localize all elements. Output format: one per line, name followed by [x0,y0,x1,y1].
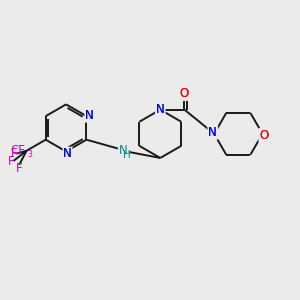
Text: F: F [11,147,17,160]
Text: N: N [85,109,94,122]
Text: CF: CF [10,144,25,157]
Text: 3: 3 [27,150,32,159]
Text: N: N [85,109,94,122]
Text: H: H [123,150,131,160]
Text: N: N [63,147,72,160]
Text: N: N [85,109,94,122]
Text: N: N [156,103,165,116]
Text: N: N [208,126,217,139]
Text: N: N [208,126,217,139]
Text: O: O [180,87,189,100]
Text: N: N [119,144,128,157]
Text: N: N [63,147,72,160]
Text: F: F [8,154,14,167]
Text: O: O [180,87,189,100]
Text: F: F [16,162,22,175]
Text: O: O [259,129,268,142]
Text: N: N [156,103,165,116]
Text: N: N [63,147,72,160]
Text: O: O [259,129,268,142]
